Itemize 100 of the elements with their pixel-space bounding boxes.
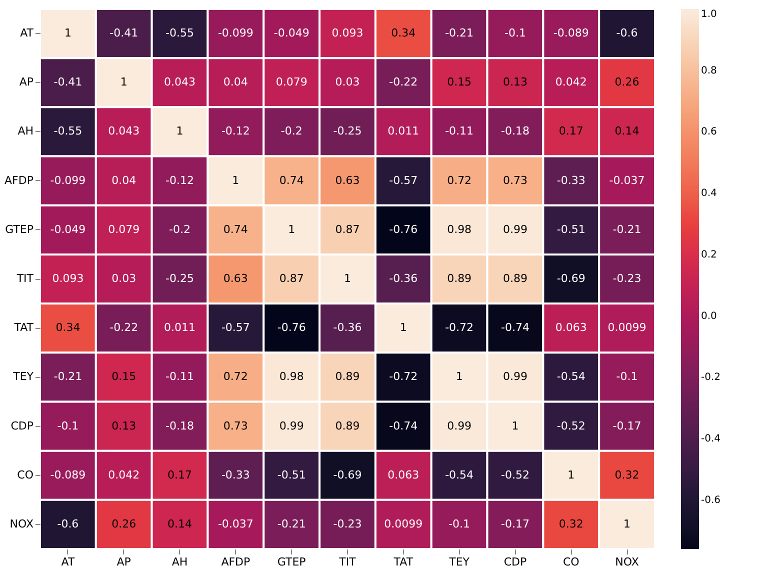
data-label: -0.037 [218, 517, 254, 530]
data-label: -0.23 [612, 272, 642, 285]
data-label: -0.12 [166, 174, 194, 187]
data-label: 0.74 [279, 174, 304, 187]
data-label: -0.55 [166, 26, 194, 40]
data-label: 0.98 [279, 370, 304, 384]
data-label: 0.0099 [384, 517, 423, 530]
data-label: -0.099 [50, 174, 86, 187]
data-label: 0.87 [279, 272, 304, 285]
y-tick-label: NOX [10, 517, 34, 530]
data-label: 0.73 [223, 419, 248, 432]
y-tick-label: AH [18, 124, 34, 138]
data-label: -0.57 [221, 321, 250, 334]
data-label: -0.2 [280, 124, 302, 138]
data-label: -0.72 [389, 370, 418, 384]
data-label: 0.13 [112, 419, 136, 432]
data-label: 1 [232, 174, 240, 187]
data-label: -0.037 [609, 174, 645, 187]
data-label: 0.74 [223, 222, 248, 236]
data-label: 0.99 [279, 419, 304, 432]
data-label: 1 [120, 76, 128, 89]
data-label: -0.049 [274, 26, 310, 40]
data-label: -0.089 [553, 26, 589, 40]
y-tick-label: TAT [13, 321, 34, 334]
data-label: -0.54 [556, 370, 586, 384]
data-label: 0.14 [168, 517, 192, 530]
data-label: -0.33 [556, 174, 586, 187]
data-label: -0.21 [277, 517, 306, 530]
y-tick-label: TIT [16, 272, 34, 285]
data-label: -0.11 [166, 370, 194, 384]
data-label: 0.063 [388, 468, 420, 482]
data-label: 0.15 [447, 76, 472, 89]
data-label: 0.04 [223, 76, 248, 89]
data-label: 0.63 [223, 272, 248, 285]
data-label: 0.89 [335, 419, 360, 432]
data-label: 0.14 [614, 124, 640, 138]
color-bar-label: 0.0 [701, 310, 717, 322]
data-label: 0.043 [164, 76, 196, 89]
data-label: -0.69 [556, 272, 586, 285]
data-label: -0.74 [500, 321, 530, 334]
data-label: 0.15 [112, 370, 136, 384]
data-label: -0.6 [616, 26, 638, 40]
data-label: 0.98 [447, 222, 472, 236]
data-label: 0.73 [502, 174, 528, 187]
data-label: -0.76 [389, 222, 418, 236]
x-tick-label: TEY [448, 556, 470, 568]
data-label: -0.21 [445, 26, 474, 40]
data-label: 1 [624, 517, 631, 530]
data-label: 1 [64, 26, 72, 40]
data-label: 0.89 [335, 370, 360, 384]
data-label: 0.32 [614, 468, 640, 482]
x-tick-label: NOX [615, 556, 640, 568]
data-label: 0.34 [56, 321, 80, 334]
data-label: -0.33 [221, 468, 250, 482]
y-tick-label: TEY [12, 370, 34, 384]
color-bar-label: 0.4 [701, 188, 717, 200]
data-label: 0.093 [52, 272, 84, 285]
data-label: -0.12 [221, 124, 250, 138]
data-label: 0.34 [391, 26, 416, 40]
data-label: -0.1 [57, 419, 79, 432]
data-label: 0.13 [502, 76, 528, 89]
x-tick-label: GTEP [277, 556, 306, 568]
data-label: 0.0099 [608, 321, 646, 334]
data-label: 0.89 [502, 272, 528, 285]
data-label: 0.63 [335, 174, 360, 187]
x-tick-label: AFDP [221, 556, 251, 568]
y-tick-label: CO [17, 468, 34, 482]
data-label: -0.17 [612, 419, 642, 432]
data-label: 0.26 [614, 76, 640, 89]
data-label: 0.26 [112, 517, 136, 530]
data-label: -0.55 [54, 124, 82, 138]
color-bar-label: -0.4 [701, 434, 721, 445]
data-label: 0.87 [335, 222, 360, 236]
data-label: 0.03 [112, 272, 136, 285]
x-tick-label: TAT [392, 556, 414, 568]
data-label: 0.03 [335, 76, 360, 89]
data-label: 0.011 [388, 124, 420, 138]
data-label: 0.079 [276, 76, 308, 89]
data-label: -0.51 [277, 468, 306, 482]
y-tick-label: GTEP [5, 222, 34, 236]
data-label: 0.17 [558, 124, 584, 138]
color-bar-label: 0.2 [701, 249, 717, 260]
data-label: -0.18 [166, 419, 194, 432]
data-label: -0.22 [110, 321, 138, 334]
data-label: -0.089 [50, 468, 86, 482]
data-label: 1 [512, 419, 519, 432]
data-label: 1 [456, 370, 463, 384]
data-label: 0.99 [502, 370, 528, 384]
data-label: -0.57 [389, 174, 418, 187]
data-label: -0.22 [389, 76, 418, 89]
data-label: -0.18 [500, 124, 530, 138]
data-label: -0.25 [333, 124, 362, 138]
data-label: -0.11 [445, 124, 474, 138]
data-label: -0.41 [54, 76, 82, 89]
data-label: -0.1 [616, 370, 638, 384]
data-label: 0.042 [555, 76, 587, 89]
color-bar-label: -0.6 [701, 494, 721, 506]
data-label: -0.76 [277, 321, 306, 334]
data-label: -0.51 [556, 222, 586, 236]
data-label: -0.099 [218, 26, 254, 40]
